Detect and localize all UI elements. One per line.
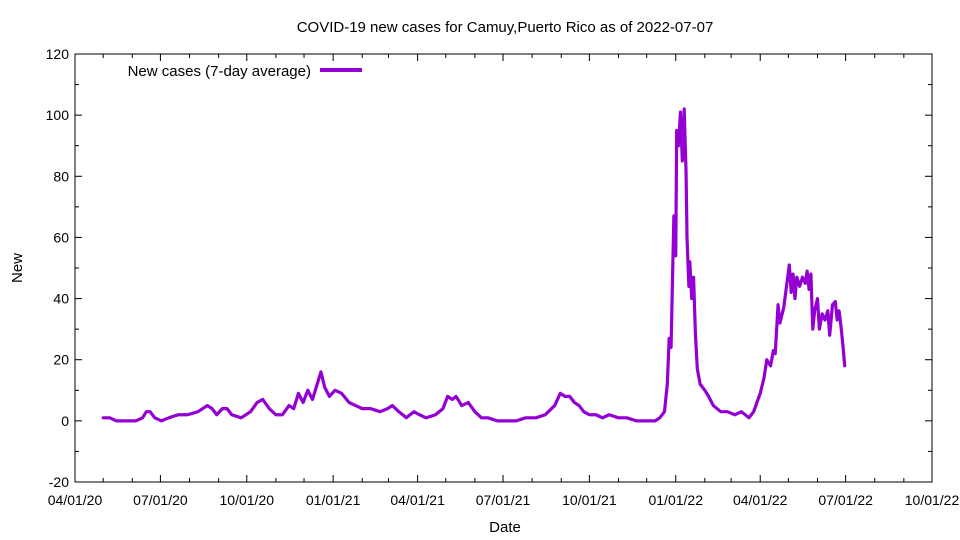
- axes: 04/01/20 07/01/20 10/01/20 01/01/21 04/01/21…: [46, 46, 960, 508]
- x-tick-label: 07/01/21: [476, 492, 531, 508]
- x-tick-label: 10/01/21: [562, 492, 617, 508]
- x-tick-label: 01/01/22: [648, 492, 703, 508]
- legend: New cases (7-day average): [128, 63, 362, 80]
- y-tick-label: 100: [46, 107, 70, 123]
- x-tick-label: 07/01/20: [133, 492, 188, 508]
- y-tick-label: -20: [49, 474, 69, 490]
- x-tick-label: 04/01/20: [48, 492, 103, 508]
- y-tick-label: 60: [53, 229, 69, 245]
- plot-area: [101, 107, 847, 423]
- y-tick-label: 80: [53, 168, 69, 184]
- x-tick-label: 10/01/20: [220, 492, 275, 508]
- chart-title: COVID-19 new cases for Camuy,Puerto Rico…: [297, 19, 714, 36]
- x-axis-title: Date: [489, 519, 521, 536]
- y-tick-label: 0: [61, 413, 69, 429]
- x-tick-label: 07/01/22: [818, 492, 873, 508]
- y-tick-label: 20: [53, 352, 69, 368]
- x-tick-label: 01/01/21: [306, 492, 361, 508]
- y-tick-label: 40: [53, 291, 69, 307]
- x-tick-label: 04/01/22: [733, 492, 788, 508]
- x-tick-label: 04/01/21: [390, 492, 445, 508]
- y-tick-label: 120: [46, 46, 70, 62]
- x-tick-label: 10/01/22: [905, 492, 960, 508]
- legend-label: New cases (7-day average): [128, 63, 311, 80]
- y-axis-title: New: [9, 253, 26, 283]
- series-line: [101, 107, 847, 423]
